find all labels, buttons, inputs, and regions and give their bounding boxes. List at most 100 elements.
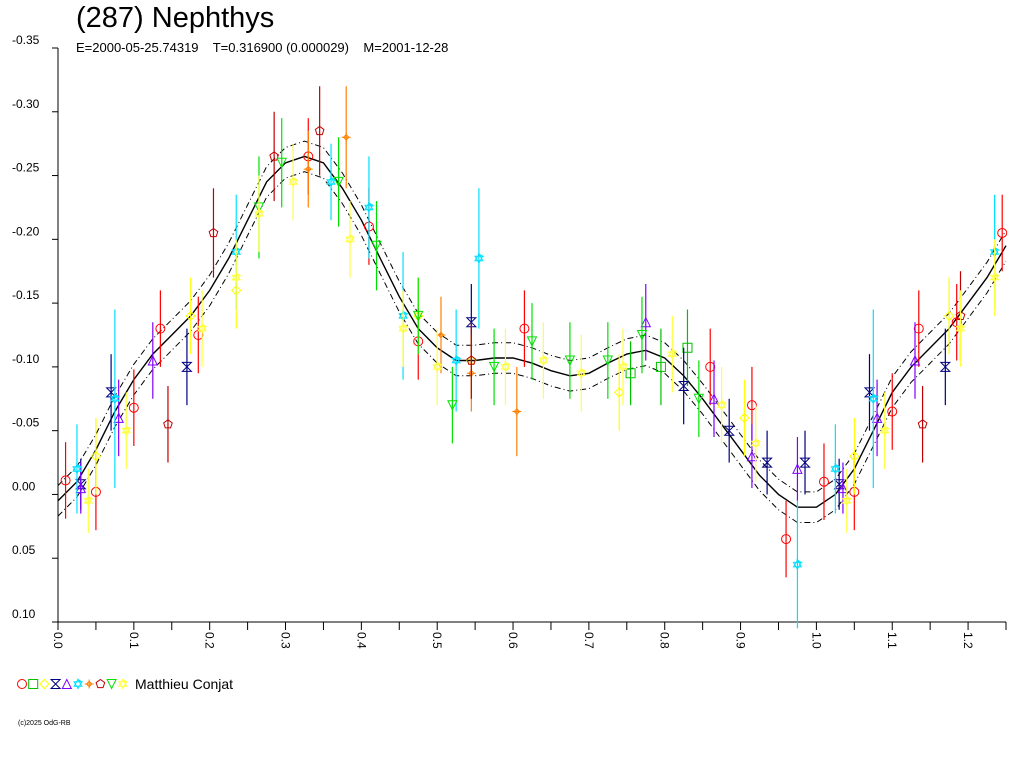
data-point: [799, 457, 811, 468]
legend-marker: [49, 679, 62, 689]
data-point: [997, 227, 1008, 238]
data-point: [60, 475, 71, 486]
data-point: [868, 392, 880, 405]
data-point: [693, 393, 705, 405]
data-point: [576, 367, 588, 379]
data-point: [682, 342, 693, 353]
data-point: [465, 317, 478, 328]
data-point: [155, 323, 166, 334]
data-point: [655, 361, 666, 372]
legend-marker: [39, 678, 50, 690]
data-point: [488, 361, 500, 373]
x-tick-label: 0.5: [430, 632, 444, 649]
data-point: [939, 361, 952, 372]
copyright: (c)2025 OdG-RB: [18, 720, 71, 727]
data-point: [500, 361, 512, 373]
data-point: [917, 419, 928, 429]
data-point: [989, 271, 1001, 284]
data-point: [564, 355, 576, 367]
legend-marker: [118, 678, 129, 690]
x-tick-label: 0.2: [203, 632, 217, 649]
data-point: [708, 393, 720, 404]
data-point: [618, 361, 629, 373]
data-point: [398, 322, 409, 335]
x-tick-label: 0.6: [506, 632, 520, 649]
data-point: [231, 271, 242, 284]
data-point: [613, 387, 625, 398]
y-tick-label: -0.20: [12, 224, 40, 238]
data-point: [792, 463, 803, 474]
data-point: [750, 437, 762, 449]
data-point: [303, 164, 313, 174]
data-point: [110, 392, 121, 405]
y-tick-label: -0.05: [12, 416, 40, 430]
legend-markers: [17, 678, 129, 690]
axes: -0.35 -0.30 -0.25 -0.20 -0.15 -0.10 -0.05 0.00 0…: [12, 33, 1007, 649]
legend-marker: [73, 678, 84, 690]
data-point: [625, 368, 636, 379]
legend-marker: [84, 679, 94, 689]
data-point: [640, 316, 652, 328]
data-point: [371, 240, 382, 252]
data-point: [333, 176, 344, 188]
data-point: [602, 355, 614, 367]
chart-title: (287) Nephthys: [76, 2, 275, 34]
x-tick-label: 1.0: [809, 632, 823, 649]
data-point: [746, 450, 758, 462]
y-tick-label: -0.30: [12, 97, 40, 111]
data-point: [887, 406, 898, 417]
x-tick-label: 1.2: [961, 632, 975, 649]
data-point: [341, 132, 351, 142]
y-tick-label: 0.00: [12, 479, 36, 493]
data-point: [121, 424, 133, 437]
data-point: [526, 336, 538, 348]
data-point: [364, 201, 375, 213]
data-point: [432, 361, 444, 373]
data-point: [989, 246, 1001, 258]
data-point: [231, 246, 243, 258]
data-point: [197, 322, 208, 335]
data-point: [83, 494, 95, 507]
data-point: [436, 330, 446, 340]
x-tick-label: 0.3: [279, 632, 293, 649]
data-point: [72, 463, 83, 475]
data-point: [879, 424, 891, 437]
x-tick-label: 0.0: [51, 632, 65, 649]
data-point: [716, 399, 728, 411]
data-point: [288, 176, 299, 188]
data-point: [863, 387, 876, 398]
x-tick-label: 0.7: [582, 632, 596, 649]
data-point: [398, 310, 409, 322]
data-point: [841, 494, 853, 507]
data-point: [90, 450, 102, 462]
legend-marker: [106, 679, 117, 690]
legend-marker: [28, 679, 39, 689]
data-point: [512, 407, 522, 417]
legend-observer: Matthieu Conjat: [135, 676, 234, 692]
data-point: [761, 457, 773, 468]
data-point: [519, 323, 530, 334]
data-point: [739, 412, 750, 424]
data-point: [147, 354, 159, 366]
legend-marker: [95, 678, 106, 689]
data-point: [538, 354, 550, 366]
data-point: [208, 227, 219, 238]
data-point: [830, 463, 842, 475]
data-point: [955, 322, 967, 335]
data-point: [128, 402, 139, 413]
data-point: [185, 310, 196, 322]
data-point: [833, 479, 845, 490]
y-tick-label: -0.15: [12, 288, 40, 302]
data-point: [667, 348, 679, 360]
data-point: [447, 400, 458, 411]
data-point: [943, 310, 955, 322]
data-point: [636, 330, 648, 341]
x-tick-label: 0.8: [658, 632, 672, 649]
data-point: [345, 233, 356, 245]
data-point: [705, 361, 716, 372]
data-point: [792, 558, 804, 571]
data-point: [818, 476, 829, 487]
data-point: [837, 482, 849, 494]
data-point: [163, 419, 173, 429]
